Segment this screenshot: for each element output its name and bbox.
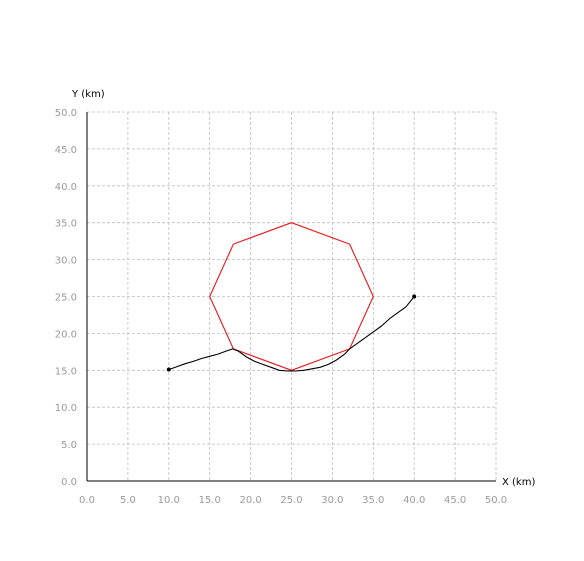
x-tick-label: 35.0: [362, 495, 384, 506]
grid: [87, 111, 497, 481]
y-tick-label: 15.0: [55, 366, 77, 377]
x-axis-label: X (km): [502, 477, 535, 488]
y-tick-label: 25.0: [55, 293, 77, 304]
y-tick-labels: 0.0 5.0 10.0 15.0 20.0 25.0 30.0 35.0 40.0 45.0 50…: [55, 108, 77, 488]
octagon-series-line: [209, 222, 374, 371]
y-tick-label: 50.0: [55, 108, 77, 119]
y-tick-label: 5.0: [61, 440, 77, 451]
x-tick-label: 20.0: [239, 495, 261, 506]
y-tick-label: 45.0: [55, 145, 77, 156]
x-tick-label: 40.0: [403, 495, 425, 506]
x-tick-label: 15.0: [199, 495, 221, 506]
x-tick-labels: 0.0 5.0 10.0 15.0 20.0 25.0 30.0 35.0 40.0 45.0 50…: [79, 495, 507, 506]
y-tick-label: 0.0: [61, 477, 77, 488]
x-tick-label: 45.0: [444, 495, 466, 506]
x-tick-label: 25.0: [280, 495, 302, 506]
x-tick-label: 30.0: [321, 495, 343, 506]
x-tick-label: 10.0: [158, 495, 180, 506]
y-tick-label: 30.0: [55, 256, 77, 267]
y-tick-label: 40.0: [55, 182, 77, 193]
axes: [86, 112, 496, 482]
y-tick-label: 10.0: [55, 403, 77, 414]
path-end-point: [412, 294, 417, 299]
series-layer: [166, 222, 417, 372]
path-start-point: [166, 367, 171, 372]
y-axis-label: Y (km): [71, 89, 105, 100]
path-series-line: [168, 296, 415, 372]
y-tick-label: 20.0: [55, 329, 77, 340]
x-tick-label: 0.0: [79, 495, 95, 506]
y-tick-label: 35.0: [55, 219, 77, 230]
x-tick-label: 5.0: [120, 495, 136, 506]
x-tick-label: 50.0: [485, 495, 507, 506]
